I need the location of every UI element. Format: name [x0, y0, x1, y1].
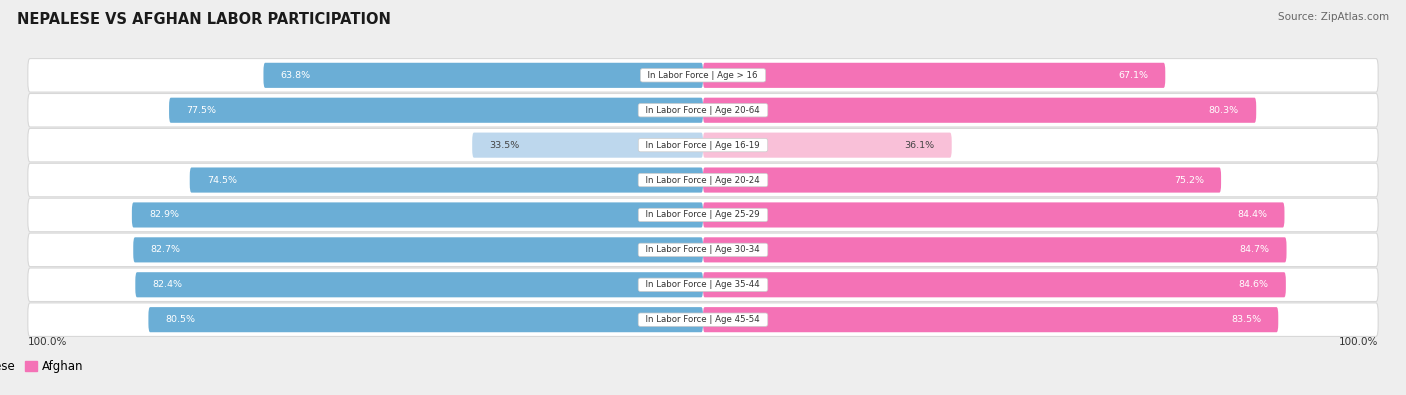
FancyBboxPatch shape: [169, 98, 703, 123]
Text: Source: ZipAtlas.com: Source: ZipAtlas.com: [1278, 12, 1389, 22]
Text: 33.5%: 33.5%: [489, 141, 520, 150]
Text: 82.7%: 82.7%: [150, 245, 180, 254]
Text: 82.4%: 82.4%: [152, 280, 183, 289]
FancyBboxPatch shape: [134, 237, 703, 262]
FancyBboxPatch shape: [28, 128, 1378, 162]
FancyBboxPatch shape: [703, 63, 1166, 88]
Text: In Labor Force | Age 45-54: In Labor Force | Age 45-54: [640, 315, 766, 324]
FancyBboxPatch shape: [703, 272, 1286, 297]
Text: 75.2%: 75.2%: [1174, 175, 1204, 184]
FancyBboxPatch shape: [472, 133, 703, 158]
Text: 67.1%: 67.1%: [1118, 71, 1149, 80]
FancyBboxPatch shape: [28, 94, 1378, 127]
Text: In Labor Force | Age 20-24: In Labor Force | Age 20-24: [640, 175, 766, 184]
FancyBboxPatch shape: [190, 167, 703, 193]
Text: 83.5%: 83.5%: [1230, 315, 1261, 324]
Text: 80.3%: 80.3%: [1209, 106, 1239, 115]
Text: 100.0%: 100.0%: [1339, 337, 1378, 347]
FancyBboxPatch shape: [263, 63, 703, 88]
FancyBboxPatch shape: [149, 307, 703, 332]
Text: 74.5%: 74.5%: [207, 175, 238, 184]
FancyBboxPatch shape: [703, 237, 1286, 262]
Text: 84.4%: 84.4%: [1237, 211, 1267, 220]
Text: In Labor Force | Age 30-34: In Labor Force | Age 30-34: [640, 245, 766, 254]
FancyBboxPatch shape: [28, 303, 1378, 337]
Text: 63.8%: 63.8%: [281, 71, 311, 80]
FancyBboxPatch shape: [28, 58, 1378, 92]
FancyBboxPatch shape: [28, 233, 1378, 267]
Text: 77.5%: 77.5%: [186, 106, 217, 115]
FancyBboxPatch shape: [28, 163, 1378, 197]
FancyBboxPatch shape: [135, 272, 703, 297]
FancyBboxPatch shape: [132, 202, 703, 228]
FancyBboxPatch shape: [703, 98, 1256, 123]
FancyBboxPatch shape: [28, 268, 1378, 301]
Text: NEPALESE VS AFGHAN LABOR PARTICIPATION: NEPALESE VS AFGHAN LABOR PARTICIPATION: [17, 12, 391, 27]
Text: In Labor Force | Age 25-29: In Labor Force | Age 25-29: [641, 211, 765, 220]
Text: 84.7%: 84.7%: [1239, 245, 1270, 254]
Text: 36.1%: 36.1%: [904, 141, 935, 150]
Text: In Labor Force | Age 35-44: In Labor Force | Age 35-44: [640, 280, 766, 289]
Text: 84.6%: 84.6%: [1239, 280, 1268, 289]
Text: 80.5%: 80.5%: [166, 315, 195, 324]
Text: 100.0%: 100.0%: [28, 337, 67, 347]
FancyBboxPatch shape: [703, 133, 952, 158]
Text: In Labor Force | Age 20-64: In Labor Force | Age 20-64: [640, 106, 766, 115]
FancyBboxPatch shape: [703, 202, 1285, 228]
Text: In Labor Force | Age > 16: In Labor Force | Age > 16: [643, 71, 763, 80]
FancyBboxPatch shape: [703, 307, 1278, 332]
FancyBboxPatch shape: [28, 198, 1378, 232]
Text: In Labor Force | Age 16-19: In Labor Force | Age 16-19: [641, 141, 765, 150]
FancyBboxPatch shape: [703, 167, 1220, 193]
Legend: Nepalese, Afghan: Nepalese, Afghan: [0, 355, 89, 378]
Text: 82.9%: 82.9%: [149, 211, 179, 220]
